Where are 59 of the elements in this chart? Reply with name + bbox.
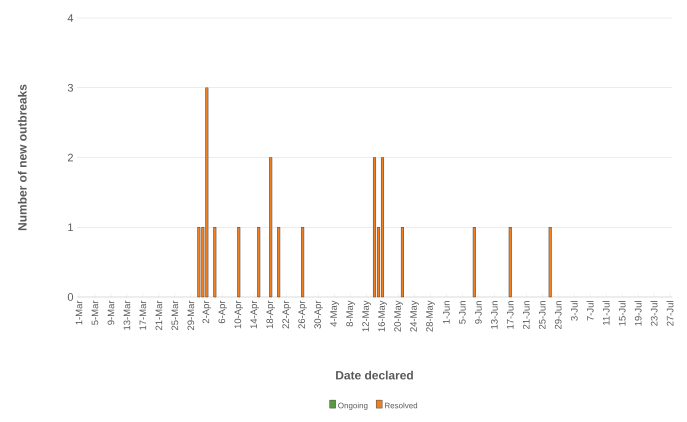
bar [548, 227, 552, 298]
bar [372, 157, 376, 298]
x-tick-label: 28-May [426, 300, 435, 332]
bar [205, 88, 208, 298]
x-tick-label: 6-Apr [218, 300, 228, 324]
x-tick-label: 1-Jun [443, 301, 450, 324]
y-tick-label: 1 [68, 223, 73, 232]
bar [213, 227, 216, 298]
x-tick-label: 13-Mar [124, 300, 130, 330]
x-tick-label: 10-Apr [234, 300, 244, 328]
x-tick-label: 20-May [394, 300, 403, 332]
x-tick-label: 27-Jul [666, 301, 674, 326]
bar [277, 227, 280, 298]
x-tick-label: 14-Apr [250, 300, 259, 328]
y-tick-label: 3 [68, 84, 73, 92]
x-tick-label: 11-Jul [602, 301, 610, 325]
x-tick-label: 17-Mar [140, 300, 146, 330]
x-tick-label: 9-Jun [474, 301, 482, 324]
x-tick-label: 5-Jun [459, 301, 466, 324]
x-tick-label: 16-May [378, 300, 387, 332]
bar [197, 227, 200, 298]
x-tick-label: 12-May [362, 300, 371, 332]
bar [257, 227, 260, 298]
x-tick-label: 17-Jun [506, 301, 514, 329]
x-tick-label: 25-Jun [538, 301, 546, 329]
x-tick-label: 3-Jul [570, 301, 578, 321]
x-tick-label: 8-May [346, 300, 355, 326]
x-tick-label: 7-Jul [586, 301, 594, 321]
x-tick-label: 26-Apr [298, 300, 307, 328]
x-tick-label: 21-Mar [156, 300, 162, 330]
x-tick-label: 18-Apr [266, 300, 275, 328]
x-axis-title: Date declared [336, 370, 413, 380]
x-tick-label: 21-Jun [522, 301, 530, 329]
x-tick-label: 15-Jul [618, 301, 626, 326]
x-tick-label: 2-Apr [202, 300, 212, 324]
bar [380, 157, 384, 298]
bar [237, 227, 240, 298]
x-tick-label: 25-Mar [171, 300, 178, 330]
x-tick-label: 23-Jul [650, 301, 658, 326]
x-tick-label: 13-Jun [490, 301, 498, 329]
x-tick-label: 5-Mar [92, 300, 98, 325]
bar [301, 227, 304, 298]
bar [400, 227, 404, 298]
x-tick-label: 29-Mar [187, 300, 194, 330]
x-tick-label: 9-Mar [108, 300, 114, 325]
y-axis-title: Number of new outbreaks [18, 84, 27, 230]
bar [472, 227, 476, 298]
x-tick-label: 29-Jun [554, 301, 562, 329]
x-tick-label: 24-May [410, 300, 419, 332]
x-tick-label: 1-Mar [76, 300, 82, 325]
x-tick-label: 4-May [330, 300, 339, 327]
x-tick-label: 30-Apr [314, 300, 323, 329]
x-tick-label: 19-Jul [634, 301, 642, 326]
y-tick-label: 4 [68, 14, 74, 22]
y-tick-label: 0 [68, 293, 74, 301]
x-tick-label: 22-Apr [282, 300, 291, 328]
y-tick-label: 2 [68, 154, 73, 162]
bar [269, 157, 272, 298]
bar [508, 227, 512, 298]
